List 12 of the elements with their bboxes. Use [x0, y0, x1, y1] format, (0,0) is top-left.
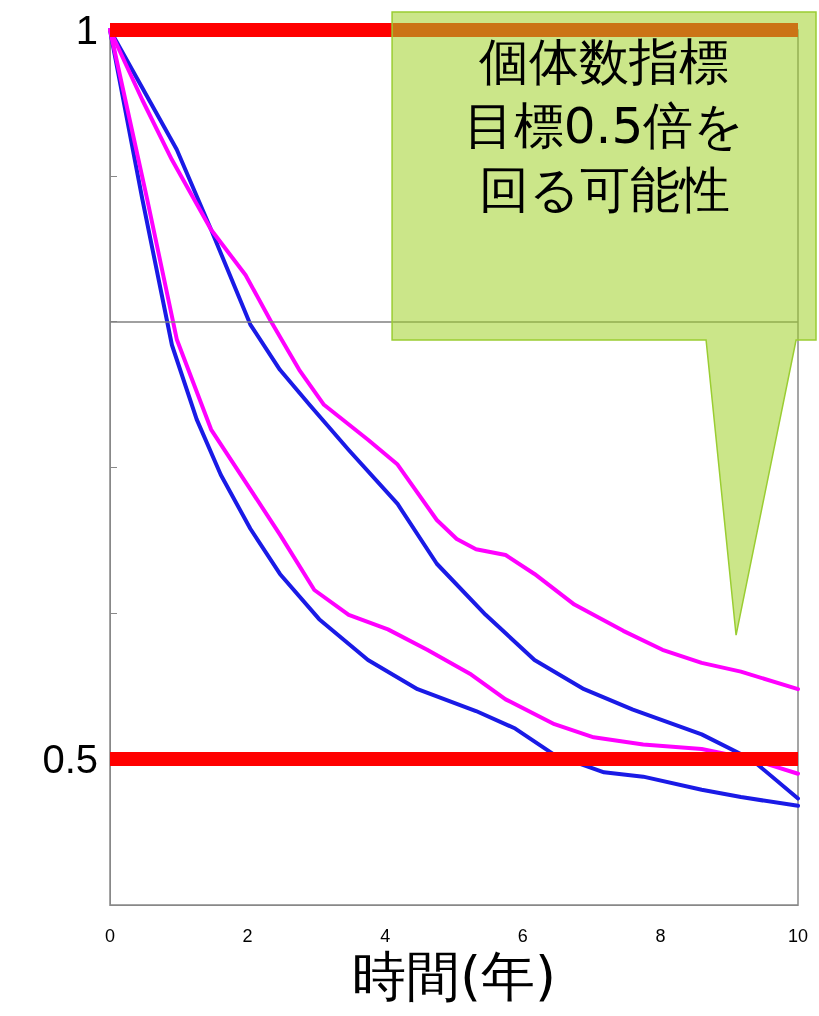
x-tick-label: 6 — [517, 926, 528, 946]
x-tick-label: 2 — [242, 926, 253, 946]
y-tick-label: 0.5 — [42, 737, 98, 782]
annotation: 目標0.5倍を — [462, 96, 746, 157]
x-tick-label: 0 — [104, 926, 116, 946]
annotation: 個体数指標 — [478, 32, 731, 93]
x-tick-label: 8 — [655, 926, 666, 946]
x-tick-label: 4 — [380, 926, 391, 946]
annotation: 回る可能性 — [477, 160, 731, 221]
x-tick-label: 10 — [787, 926, 809, 946]
x-axis-title: 時間(年) — [351, 945, 557, 1009]
y-tick-label: 1 — [75, 8, 98, 52]
